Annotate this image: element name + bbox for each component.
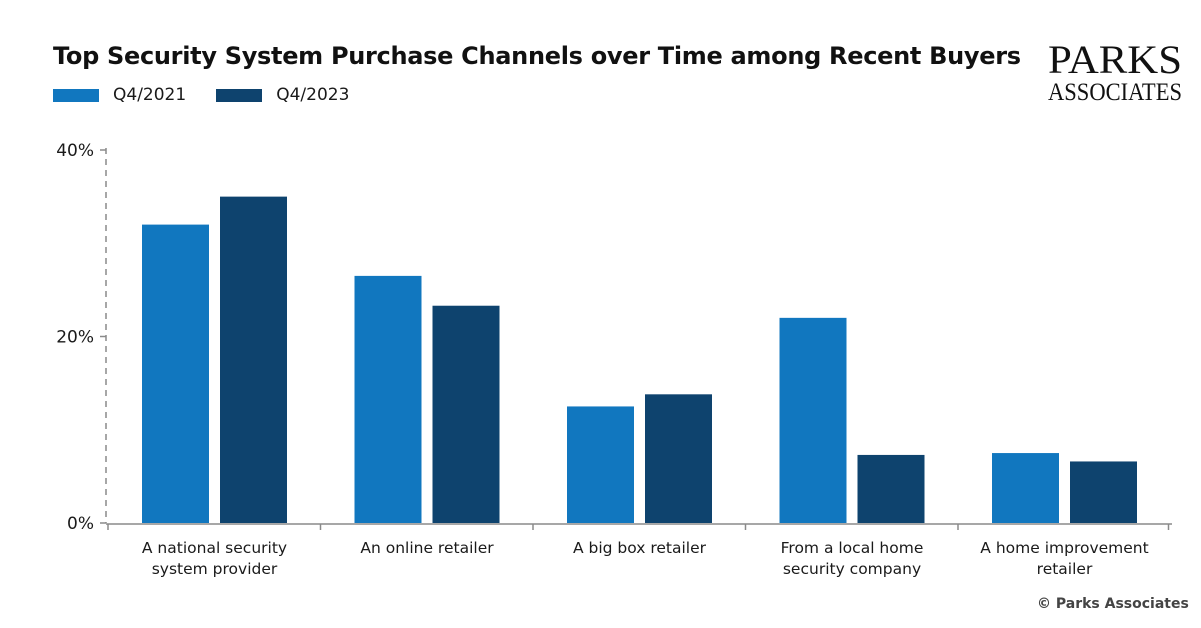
bar-q4-2021-3 (779, 317, 847, 523)
legend: Q4/2021 Q4/2023 (53, 85, 379, 105)
x-category-label: A home improvement (980, 539, 1148, 557)
bar-q4-2023-4 (1070, 461, 1137, 523)
legend-label-q4-2021: Q4/2021 (113, 85, 187, 105)
x-category-label: system provider (152, 560, 278, 578)
x-category-label: retailer (1037, 560, 1093, 578)
y-tick-label: 0% (67, 514, 94, 534)
bar-q4-2023-1 (432, 305, 500, 523)
y-tick-label: 20% (56, 328, 94, 348)
x-category-label: An online retailer (360, 539, 494, 557)
logo-line-parks: PARKS (1048, 40, 1182, 82)
bar-q4-2021-4 (992, 453, 1059, 523)
bar-q4-2021-0 (142, 224, 209, 523)
legend-item-q4-2023: Q4/2023 (216, 85, 349, 105)
parks-associates-logo: PARKS ASSOCIATES (1048, 40, 1182, 104)
x-category-label: security company (783, 560, 921, 578)
x-category-label: A national security (142, 539, 287, 557)
legend-label-q4-2023: Q4/2023 (276, 85, 350, 105)
legend-swatch-q4-2023 (216, 88, 263, 102)
copyright-text: © Parks Associates (1037, 596, 1189, 612)
legend-swatch-q4-2021 (53, 88, 99, 102)
bar-q4-2021-2 (567, 406, 634, 523)
chart-title: Top Security System Purchase Channels ov… (53, 42, 1021, 70)
legend-item-q4-2021: Q4/2021 (53, 85, 186, 105)
bar-q4-2023-3 (857, 454, 925, 523)
x-category-label: A big box retailer (573, 539, 707, 557)
bar-q4-2023-2 (645, 394, 712, 523)
x-category-label: From a local home (781, 539, 924, 557)
logo-line-associates: ASSOCIATES (1048, 79, 1182, 104)
y-tick-label: 40% (56, 141, 94, 161)
bar-q4-2021-1 (354, 275, 422, 523)
bar-q4-2023-0 (220, 196, 287, 523)
